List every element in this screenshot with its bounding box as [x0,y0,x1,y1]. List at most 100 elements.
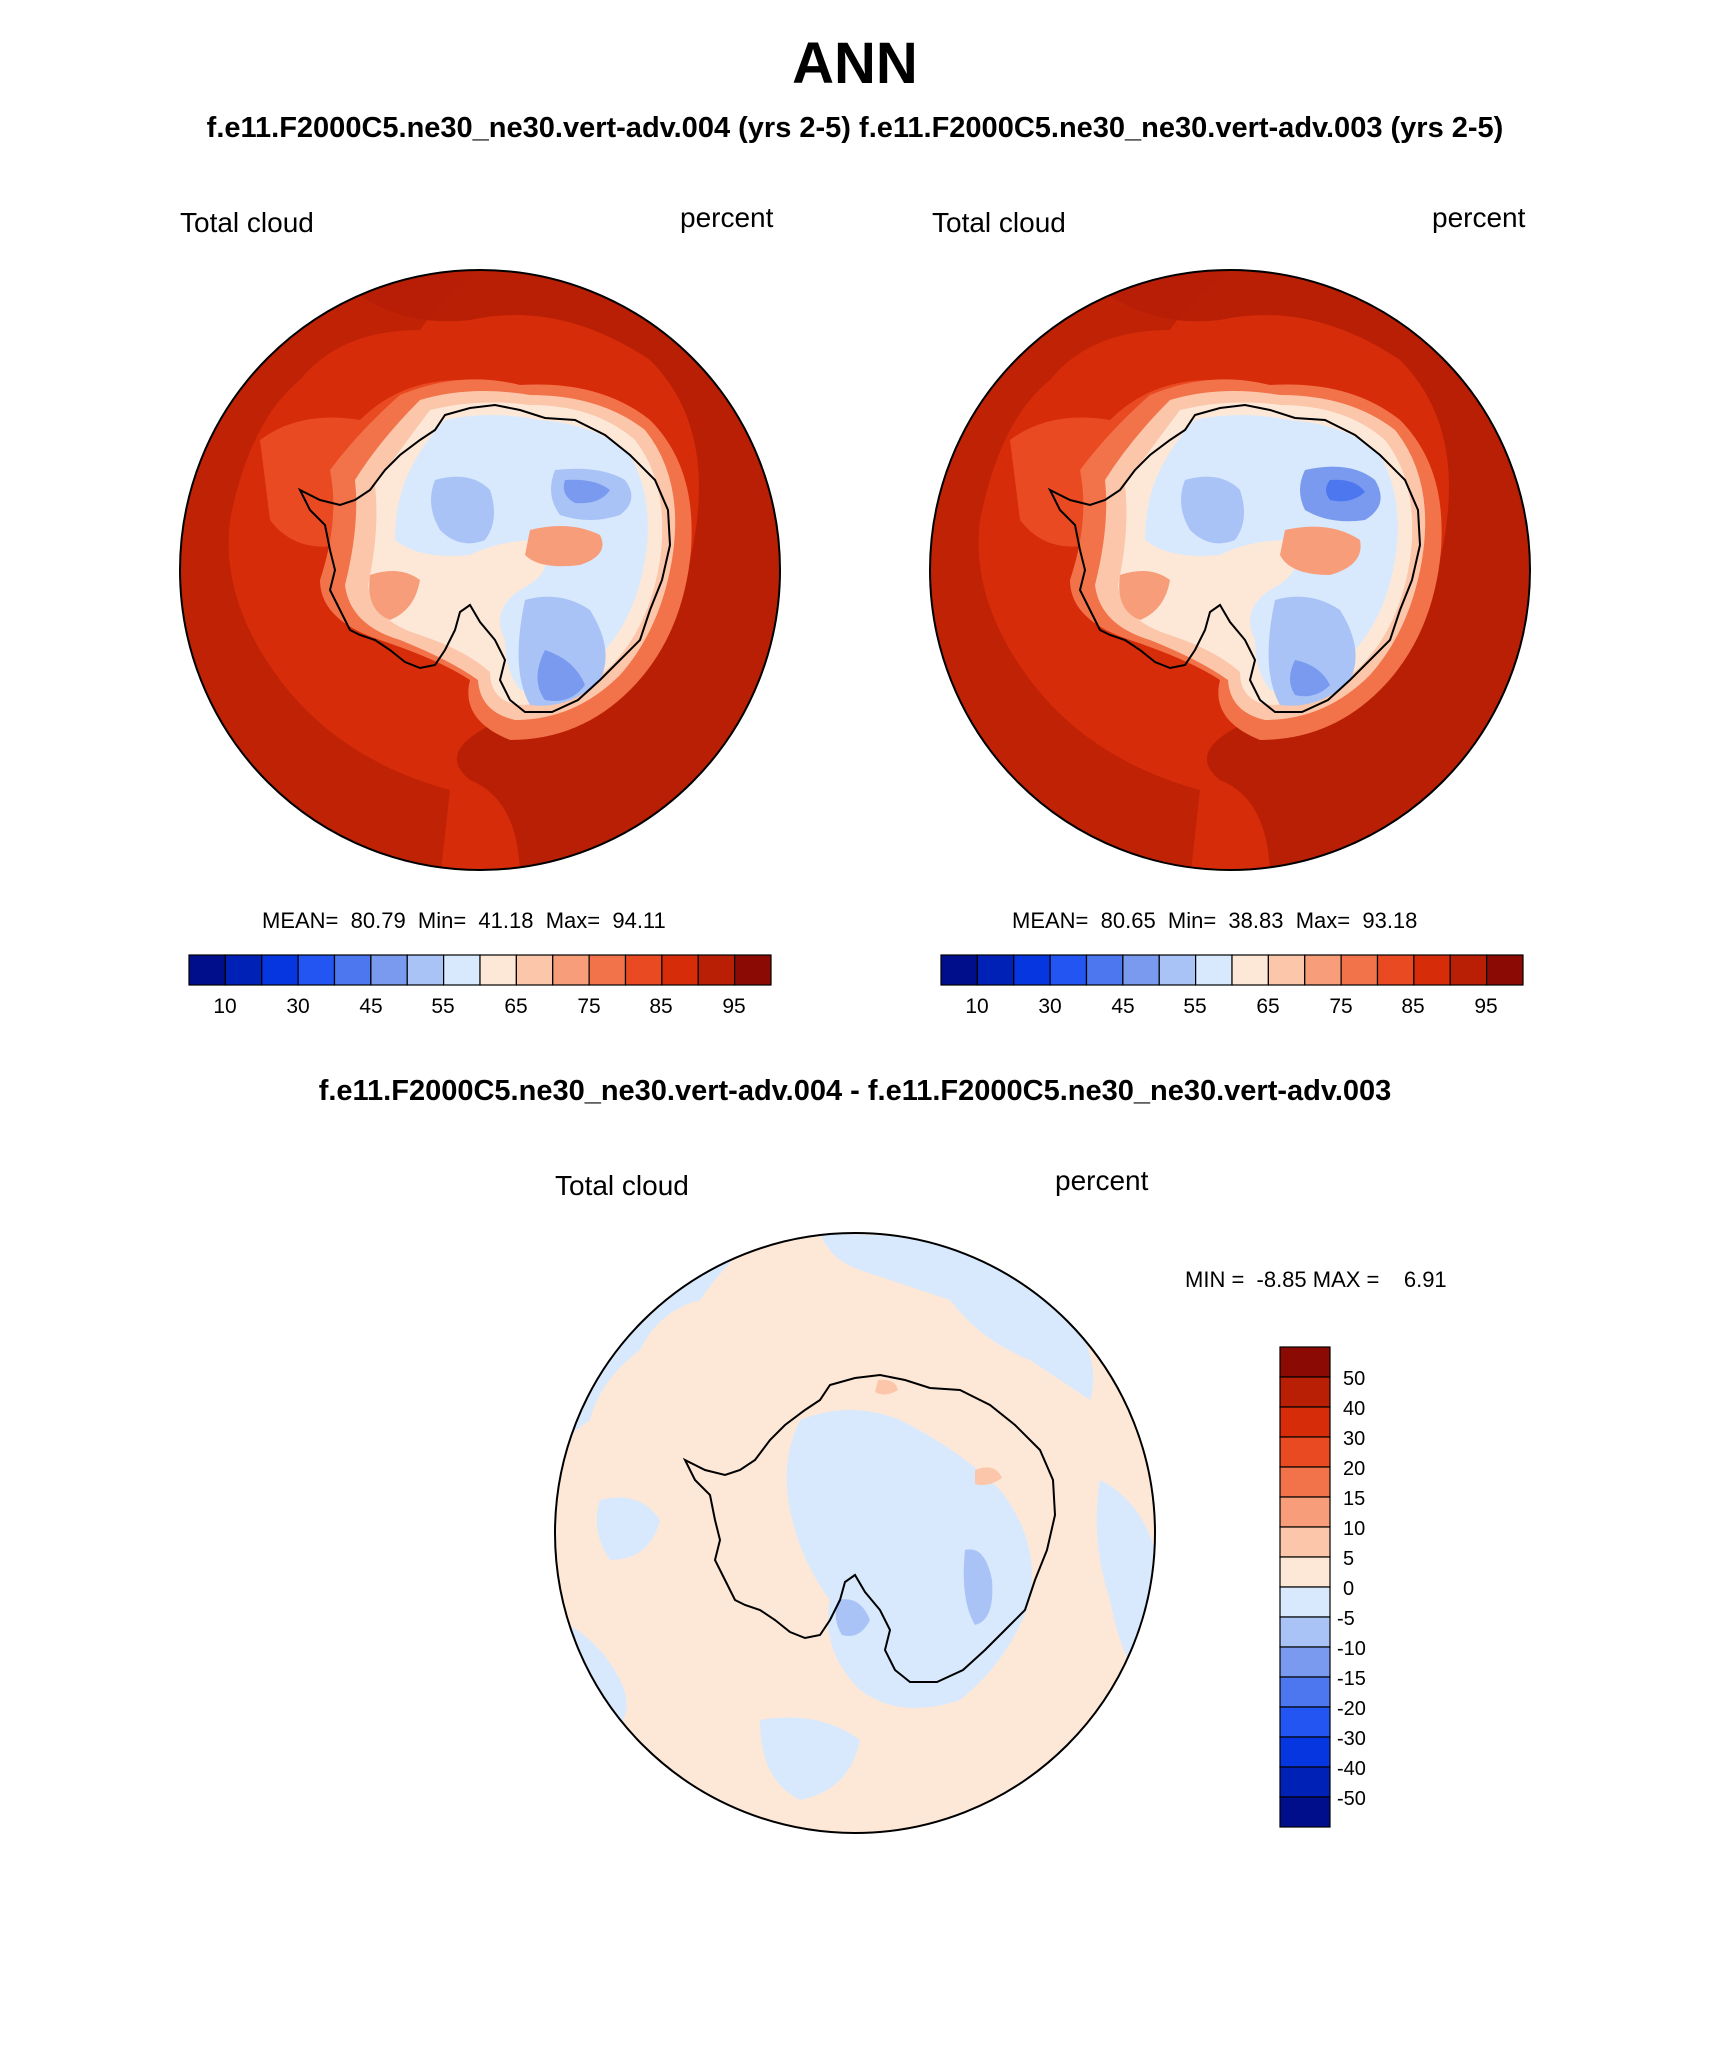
panel1-colorbar [188,954,772,986]
colorbar-swatch [1279,1676,1331,1708]
panel2-tick-label: 75 [1329,995,1353,1018]
colorbar-swatch [333,954,372,986]
panel1-tick-label: 95 [722,995,746,1018]
colorbar-swatch [1413,954,1451,986]
colorbar-swatch [1158,954,1197,986]
diff-tick-label: -5 [1337,1608,1355,1630]
panel1-variable-label: Total cloud [180,207,314,238]
colorbar-swatch [1279,1376,1331,1408]
panel1-tick-label: 85 [649,995,673,1018]
panel1-tick-label: 75 [577,995,601,1018]
panel1-tick-label: 55 [431,995,455,1018]
colorbar-swatch [1279,1436,1331,1468]
colorbar-swatch [479,954,517,986]
diff-tick-label: -10 [1337,1638,1366,1660]
figure-title: ANN [792,31,918,96]
panel1-units-label: percent [680,202,774,233]
colorbar-swatch [976,954,1015,986]
colorbar-swatch [697,954,736,986]
colorbar-swatch [443,954,481,986]
diff-units-label: percent [1055,1165,1149,1196]
panel1-tick-label: 65 [504,995,528,1018]
colorbar-swatch [588,954,627,986]
colorbar-swatch [515,954,554,986]
diff-map-border [554,1232,1156,1834]
diff-stats: MIN = -8.85 MAX = 6.91 [1185,1267,1447,1292]
diff-tick-label: 0 [1343,1578,1355,1600]
colorbar-swatch [1279,1616,1331,1648]
colorbar-swatch [1279,1766,1331,1798]
colorbar-swatch [1279,1586,1331,1618]
colorbar-swatch [1279,1706,1331,1738]
diff-tick-label: -50 [1337,1788,1366,1810]
colorbar-swatch [1340,954,1379,986]
colorbar-swatch [297,954,336,986]
panel2-tick-label: 95 [1474,995,1498,1018]
colorbar-swatch [1279,1466,1331,1498]
colorbar-swatch [552,954,590,986]
panel1-tick-label: 30 [286,995,310,1018]
panel2-tick-label: 10 [965,995,989,1018]
colorbar-swatch [1013,954,1051,986]
colorbar-swatch [1279,1526,1331,1558]
colorbar-swatch [1122,954,1160,986]
panel2-tick-label: 45 [1111,995,1135,1018]
colorbar-swatch [1279,1796,1331,1828]
diff-tick-label: 10 [1343,1518,1366,1540]
colorbar-swatch [261,954,299,986]
diff-tick-label: 30 [1343,1428,1366,1450]
colorbar-swatch [940,954,978,986]
panel2-tick-label: 65 [1256,995,1280,1018]
diff-title: f.e11.F2000C5.ne30_ne30.vert-adv.004 - f… [318,1075,1392,1107]
panel1-coastline [297,403,672,713]
colorbar-swatch [1279,1406,1331,1438]
colorbar-swatch [1195,954,1233,986]
colorbar-swatch [224,954,263,986]
panel2-units-label: percent [1432,202,1526,233]
diff-tick-label: 15 [1343,1488,1366,1510]
panel2-variable-label: Total cloud [932,207,1066,238]
colorbar-swatch [1279,1496,1331,1528]
diff-tick-label: -15 [1337,1668,1366,1690]
colorbar-swatch [1279,1346,1331,1378]
panel1-stats: MEAN= 80.79 Min= 41.18 Max= 94.11 [262,908,666,933]
diff-coastline [682,1373,1057,1683]
panel1-tick-label: 10 [213,995,237,1018]
panel2-colorbar [940,954,1524,986]
colorbar-swatch [406,954,445,986]
colorbar-swatch [188,954,226,986]
panel1-map-border [179,269,781,871]
colorbar-swatch [1279,1736,1331,1768]
colorbar-swatch [661,954,699,986]
colorbar-swatch [1049,954,1088,986]
diff-variable-label: Total cloud [555,1170,689,1201]
panel2-map [930,270,1530,870]
colorbar-swatch [1267,954,1306,986]
diff-tick-label: -30 [1337,1728,1366,1750]
panel2-coastline [1047,403,1422,713]
diff-tick-label: 40 [1343,1398,1366,1420]
panel1-tick-label: 45 [359,995,383,1018]
colorbar-swatch [370,954,408,986]
panel2-tick-label: 85 [1401,995,1425,1018]
diff-colorbar [1279,1346,1331,1828]
colorbar-swatch [1449,954,1488,986]
diff-tick-label: -20 [1337,1698,1366,1720]
subtitle-left: f.e11.F2000C5.ne30_ne30.vert-adv.004 (yr… [206,112,851,144]
colorbar-swatch [1279,1646,1331,1678]
panel2-stats: MEAN= 80.65 Min= 38.83 Max= 93.18 [1012,908,1418,933]
colorbar-swatch [1085,954,1124,986]
diff-tick-label: 20 [1343,1458,1366,1480]
colorbar-swatch [1231,954,1269,986]
subtitle-right: f.e11.F2000C5.ne30_ne30.vert-adv.003 (yr… [859,112,1504,144]
panel1-map [180,270,780,870]
panel2-tick-label: 30 [1038,995,1062,1018]
colorbar-swatch [1279,1556,1331,1588]
panel2-tick-label: 55 [1183,995,1207,1018]
colorbar-swatch [734,954,772,986]
diff-tick-label: 50 [1343,1368,1366,1390]
colorbar-swatch [1304,954,1342,986]
colorbar-swatch [1486,954,1524,986]
subtitle-row: f.e11.F2000C5.ne30_ne30.vert-adv.004 (yr… [0,112,1710,145]
